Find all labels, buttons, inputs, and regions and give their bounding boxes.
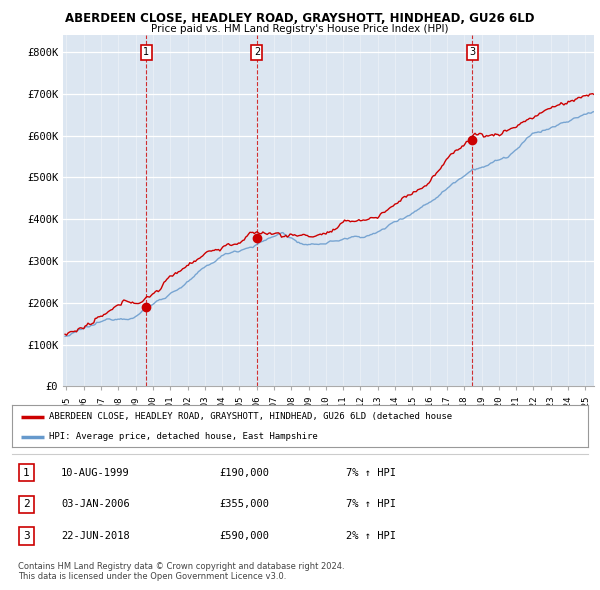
Text: Price paid vs. HM Land Registry's House Price Index (HPI): Price paid vs. HM Land Registry's House … xyxy=(151,24,449,34)
Text: 1: 1 xyxy=(23,468,30,477)
Text: 7% ↑ HPI: 7% ↑ HPI xyxy=(346,500,396,509)
Text: 22-JUN-2018: 22-JUN-2018 xyxy=(61,532,130,541)
Text: £190,000: £190,000 xyxy=(220,468,269,477)
Text: 03-JAN-2006: 03-JAN-2006 xyxy=(61,500,130,509)
Text: ABERDEEN CLOSE, HEADLEY ROAD, GRAYSHOTT, HINDHEAD, GU26 6LD: ABERDEEN CLOSE, HEADLEY ROAD, GRAYSHOTT,… xyxy=(65,12,535,25)
Text: 7% ↑ HPI: 7% ↑ HPI xyxy=(346,468,396,477)
Text: 10-AUG-1999: 10-AUG-1999 xyxy=(61,468,130,477)
Text: This data is licensed under the Open Government Licence v3.0.: This data is licensed under the Open Gov… xyxy=(18,572,286,581)
Text: ABERDEEN CLOSE, HEADLEY ROAD, GRAYSHOTT, HINDHEAD, GU26 6LD (detached house: ABERDEEN CLOSE, HEADLEY ROAD, GRAYSHOTT,… xyxy=(49,412,452,421)
Text: 2% ↑ HPI: 2% ↑ HPI xyxy=(346,532,396,541)
Text: 1: 1 xyxy=(143,47,149,57)
Text: 2: 2 xyxy=(254,47,260,57)
Text: 3: 3 xyxy=(469,47,475,57)
Text: £590,000: £590,000 xyxy=(220,532,269,541)
Text: HPI: Average price, detached house, East Hampshire: HPI: Average price, detached house, East… xyxy=(49,432,318,441)
Text: 2: 2 xyxy=(23,500,30,509)
Text: £355,000: £355,000 xyxy=(220,500,269,509)
Text: Contains HM Land Registry data © Crown copyright and database right 2024.: Contains HM Land Registry data © Crown c… xyxy=(18,562,344,571)
Text: 3: 3 xyxy=(23,532,30,541)
